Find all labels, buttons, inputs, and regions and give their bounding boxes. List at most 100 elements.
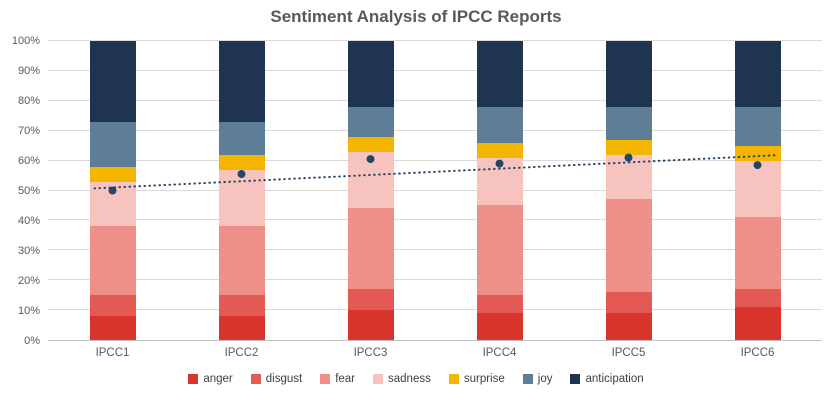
y-axis-tick-label: 60% <box>17 155 40 167</box>
bar-segment-anticipation <box>734 41 781 107</box>
bar-segment-surprise <box>605 139 652 155</box>
legend-item-fear: fear <box>320 373 355 385</box>
legend-swatch-surprise <box>448 374 459 384</box>
bar-ipcc2 <box>218 41 265 340</box>
chart-body: 0% 10% 20% 30% 40% 50% 60% 70% 80% 90% 100% <box>6 35 822 347</box>
bar-segment-anticipation <box>476 41 523 107</box>
x-axis-label: IPCC5 <box>611 347 646 359</box>
legend-swatch-sadness <box>373 374 384 384</box>
legend-swatch-fear <box>320 374 331 384</box>
y-axis-tick-label: 90% <box>17 65 40 77</box>
bar-ipcc3 <box>347 41 394 340</box>
legend-item-disgust: disgust <box>250 373 303 385</box>
bar-segment-disgust <box>605 292 652 314</box>
bar-segment-fear <box>347 208 394 290</box>
bar-segment-surprise <box>347 136 394 152</box>
bar-segment-anger <box>605 313 652 340</box>
x-axis: IPCC1 IPCC2 IPCC3 IPCC4 IPCC5 IPCC6 <box>48 341 822 365</box>
legend-label: joy <box>537 373 553 385</box>
legend-swatch-disgust <box>250 374 261 384</box>
bar-segment-fear <box>476 205 523 296</box>
bar-segment-anger <box>734 307 781 340</box>
bar-segment-sadness <box>89 181 136 227</box>
bar-segment-sadness <box>605 154 652 200</box>
bar-segment-joy <box>218 121 265 155</box>
x-axis-label: IPCC2 <box>224 347 259 359</box>
legend-swatch-anger <box>188 374 199 384</box>
legend-item-surprise: surprise <box>448 373 505 385</box>
x-axis-label: IPCC1 <box>95 347 130 359</box>
legend-label: surprise <box>463 373 505 385</box>
bar-slot <box>177 41 306 340</box>
bar-segment-joy <box>605 106 652 140</box>
legend-label: anger <box>203 373 233 385</box>
bar-ipcc4 <box>476 41 523 340</box>
gridline <box>48 219 822 221</box>
bar-slot <box>435 41 564 340</box>
bar-segment-sadness <box>476 157 523 206</box>
bar-segment-fear <box>734 217 781 290</box>
y-axis-tick-label: 10% <box>17 305 40 317</box>
gridline <box>48 40 822 41</box>
legend-item-anger: anger <box>188 373 233 385</box>
y-axis-tick-label: 30% <box>17 245 40 257</box>
gridline <box>48 99 822 101</box>
legend-swatch-joy <box>522 374 533 384</box>
bar-segment-sadness <box>218 169 265 227</box>
bar-segment-anticipation <box>89 41 136 122</box>
bar-ipcc6 <box>734 41 781 340</box>
bar-slot <box>693 41 822 340</box>
bar-segment-anger <box>89 316 136 340</box>
bar-segment-joy <box>347 106 394 137</box>
y-axis-tick-label: 40% <box>17 215 40 227</box>
bar-segment-anticipation <box>605 41 652 107</box>
gridline <box>48 69 822 71</box>
bar-segment-joy <box>734 106 781 146</box>
legend-swatch-anticipation <box>570 374 581 384</box>
y-axis-tick-label: 80% <box>17 95 40 107</box>
bar-ipcc5 <box>605 41 652 340</box>
bar-segment-surprise <box>89 166 136 182</box>
bar-segment-surprise <box>476 142 523 158</box>
bar-segment-fear <box>218 226 265 296</box>
gridline <box>48 129 822 131</box>
bar-ipcc1 <box>89 41 136 340</box>
bar-slot <box>564 41 693 340</box>
bar-segment-anticipation <box>347 41 394 107</box>
bar-segment-disgust <box>476 295 523 314</box>
legend-item-anticipation: anticipation <box>570 373 644 385</box>
y-axis-tick-label: 20% <box>17 275 40 287</box>
bar-slot <box>306 41 435 340</box>
legend-label: fear <box>335 373 356 385</box>
legend: anger disgust fear sadness surprise joy antici… <box>0 370 832 388</box>
bar-segment-disgust <box>218 295 265 317</box>
legend-label: disgust <box>265 373 303 385</box>
legend-item-joy: joy <box>522 373 553 385</box>
bar-segment-anger <box>476 313 523 340</box>
bar-segment-disgust <box>89 295 136 317</box>
bar-series <box>48 41 822 340</box>
bar-segment-surprise <box>218 154 265 170</box>
y-axis-tick-label: 100% <box>11 35 40 47</box>
bar-segment-fear <box>605 199 652 293</box>
bar-segment-disgust <box>347 289 394 311</box>
chart-title: Sentiment Analysis of IPCC Reports <box>270 7 562 26</box>
y-axis-tick-label: 70% <box>17 125 40 137</box>
x-axis-label: IPCC6 <box>740 347 775 359</box>
bar-segment-disgust <box>734 289 781 308</box>
legend-item-sadness: sadness <box>373 373 431 385</box>
legend-label: sadness <box>388 373 431 385</box>
bar-segment-anger <box>347 310 394 340</box>
y-axis-tick-label: 0% <box>24 335 40 347</box>
plot-area <box>48 40 822 341</box>
gridline <box>48 249 822 251</box>
bar-segment-joy <box>476 106 523 143</box>
gridline <box>48 309 822 311</box>
x-axis-label: IPCC3 <box>353 347 388 359</box>
bar-segment-sadness <box>734 160 781 218</box>
bar-segment-surprise <box>734 145 781 161</box>
legend-label: anticipation <box>585 373 644 385</box>
gridline <box>48 279 822 281</box>
bar-segment-joy <box>89 121 136 167</box>
